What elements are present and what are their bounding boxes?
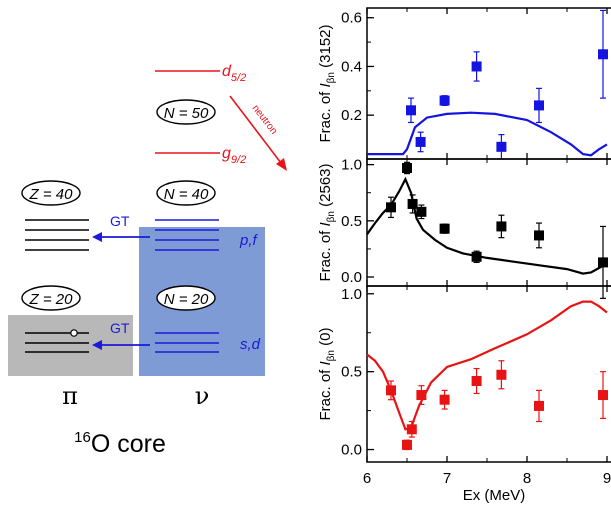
n40-ellipse (156, 180, 216, 206)
xtick-label: 7 (443, 470, 451, 487)
panel-3-frame (366, 285, 611, 463)
neutron-column-label: ν (195, 382, 210, 410)
n20-ellipse (156, 285, 216, 311)
gt-lower-label: GT (110, 320, 130, 336)
neutron-arrow-label: neutron (250, 103, 280, 137)
core-label: 16O core (74, 429, 166, 458)
n20-label: N = 20 (164, 291, 209, 308)
d52-label: d5/2 (222, 63, 246, 84)
panel-2-data-point (439, 223, 450, 234)
pf-proton-levels (25, 219, 89, 251)
panel-3-ylabel: Frac. of Iβn (0) (317, 327, 337, 420)
z40-label: Z = 40 (29, 186, 74, 203)
panel-3-data-point (534, 400, 544, 411)
panel-3-data-point (386, 385, 396, 396)
panel-1-data-point (471, 61, 482, 72)
gt-upper-arrowhead (92, 232, 102, 242)
panel-2-frame (366, 158, 611, 287)
neutron-arrowhead (276, 158, 287, 171)
z20-label: Z = 20 (29, 291, 74, 308)
panel-3-model-curve (366, 300, 608, 431)
pf-neutron-levels (155, 219, 219, 251)
panel-1-ytick-label: 0.6 (341, 10, 362, 27)
xtick-label: 8 (523, 470, 531, 487)
panel-1-data-point (496, 141, 507, 152)
shell-diagram: d5/2 g9/2 N = 50 neutron N = 40 Z = 40 p… (8, 63, 287, 458)
gt-lower-arrowhead (92, 340, 102, 350)
panel-1-data-point (415, 136, 426, 147)
panel-2-model-curve (366, 176, 608, 275)
panel-3-ytick-label: 0.5 (341, 364, 362, 381)
panel-2-data-point (534, 230, 544, 241)
xtick-label: 6 (363, 470, 371, 487)
panel-2-ytick-label: 0.0 (341, 269, 362, 286)
panel-3-ytick-label: 1.0 (341, 286, 362, 303)
panel-1-ytick-label: 0.4 (341, 58, 362, 75)
panel-2-data-point (416, 206, 427, 217)
panel-3-data-point (598, 390, 608, 401)
panel-2-data-point (386, 202, 396, 213)
n40-label: N = 40 (164, 186, 209, 203)
panel-2-ylabel: Frac. of Iβn (2563) (317, 163, 337, 281)
panel-2-data-point (496, 221, 507, 232)
panel-3-data-point (406, 424, 417, 435)
panel-3-ytick-label: 0.0 (341, 442, 362, 459)
sd-proton-levels (25, 332, 89, 353)
n50-ellipse (156, 99, 216, 125)
panel-3-data-point (439, 394, 450, 405)
gt-upper-label: GT (110, 213, 130, 229)
panel-1-data-point (598, 49, 608, 60)
panel-2-data-point (598, 257, 608, 268)
panel-3-data-point (496, 369, 507, 380)
sd-neutron-levels (155, 332, 219, 353)
z20-ellipse (21, 285, 81, 311)
xaxis-label: Ex (MeV) (463, 487, 526, 504)
g92-label: g9/2 (222, 145, 246, 166)
n50-label: N = 50 (164, 105, 209, 122)
sd-label: s,d (240, 336, 261, 353)
neutron-arrow-line (229, 95, 282, 164)
xtick-label: 9 (603, 470, 611, 487)
panel-3-data-point (416, 390, 427, 401)
panel-2-data-point (402, 162, 412, 173)
pf-label: p,f (239, 232, 259, 249)
panel-1-ylabel: Frac. of Iβn (3152) (317, 24, 337, 142)
panel-1-data-point (406, 105, 416, 116)
panel-2-ytick-label: 1.0 (341, 157, 362, 174)
panel-1-data-point (439, 95, 450, 106)
proton-column-label: π (62, 382, 78, 410)
panel-1-model-curve (367, 111, 608, 157)
panel-2-ytick-label: 0.5 (341, 213, 362, 230)
panel-3-data-point (471, 376, 482, 387)
panel-1-data-point (534, 100, 544, 111)
panel-1-ytick-label: 0.2 (341, 107, 362, 124)
panel-2-data-point (407, 198, 418, 209)
panel-1-frame (366, 7, 611, 160)
panel-3-data-point (402, 439, 412, 450)
z40-ellipse (21, 180, 81, 206)
panel-2-data-point (471, 251, 482, 262)
proton-hole-marker (70, 329, 78, 337)
